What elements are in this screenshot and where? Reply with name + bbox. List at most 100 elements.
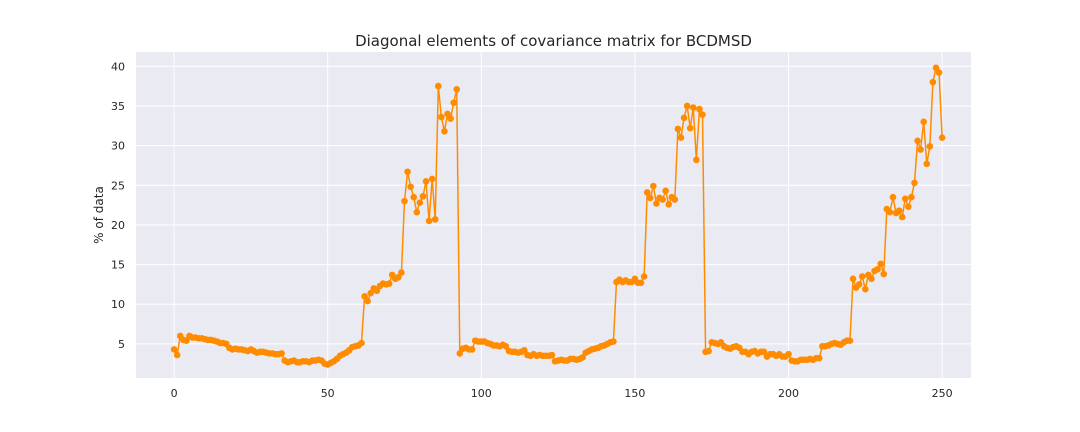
y-axis-label: % of data — [92, 186, 106, 244]
data-point — [889, 193, 897, 201]
data-point — [908, 193, 915, 201]
y-tick-label: 10 — [111, 298, 125, 311]
data-point — [938, 134, 946, 141]
data-point — [646, 194, 654, 202]
x-tick-label: 100 — [471, 387, 492, 400]
data-point — [364, 297, 371, 305]
data-point — [650, 182, 657, 190]
data-point — [905, 203, 912, 210]
data-point — [923, 160, 931, 168]
data-point — [815, 354, 823, 362]
data-point — [693, 156, 700, 164]
data-point — [920, 118, 927, 126]
data-point — [173, 351, 181, 359]
data-point — [367, 289, 375, 297]
data-point — [880, 270, 888, 278]
x-tick-label: 250 — [932, 387, 953, 400]
data-point — [435, 82, 442, 90]
chart-title: Diagonal elements of covariance matrix f… — [355, 32, 752, 50]
data-point — [548, 351, 556, 359]
data-point — [170, 346, 178, 353]
data-point — [935, 69, 943, 76]
x-axis: 0 50 100 150 200 250 — [171, 387, 953, 400]
y-tick-label: 25 — [111, 179, 125, 192]
data-point — [874, 266, 881, 273]
data-point — [395, 273, 402, 281]
data-point — [929, 78, 937, 86]
data-point — [868, 275, 875, 283]
data-point — [653, 200, 660, 207]
y-tick-label: 40 — [111, 60, 125, 73]
data-point — [898, 213, 906, 221]
data-point — [579, 354, 586, 361]
data-point — [468, 346, 476, 353]
data-point — [858, 273, 866, 280]
y-tick-label: 35 — [111, 100, 125, 113]
x-tick-label: 50 — [321, 387, 335, 400]
data-point — [932, 64, 940, 72]
data-point — [637, 279, 645, 287]
data-point — [696, 105, 703, 113]
data-point — [373, 287, 381, 295]
data-point — [361, 293, 368, 300]
data-point — [441, 128, 448, 135]
data-point — [456, 350, 464, 357]
data-point — [425, 217, 433, 225]
y-tick-label: 15 — [111, 259, 125, 272]
data-point — [404, 168, 411, 176]
data-point — [926, 143, 934, 150]
data-point — [444, 110, 451, 118]
data-point — [662, 187, 669, 195]
data-point — [659, 196, 666, 203]
data-point — [643, 189, 651, 196]
data-point — [521, 346, 528, 354]
y-tick-label: 20 — [111, 219, 125, 232]
data-point — [502, 342, 510, 350]
data-point — [705, 347, 712, 355]
plot-area — [136, 52, 971, 378]
data-point — [398, 269, 405, 276]
data-point — [640, 273, 648, 280]
data-point — [416, 199, 424, 207]
data-point — [760, 348, 768, 356]
data-point — [358, 339, 365, 347]
data-point — [911, 179, 918, 187]
data-point — [450, 99, 457, 107]
data-point — [278, 350, 285, 357]
x-tick-label: 200 — [778, 387, 799, 400]
x-tick-label: 0 — [171, 387, 178, 400]
data-point — [877, 260, 884, 268]
data-point — [610, 338, 617, 345]
data-point — [901, 195, 909, 203]
data-point — [385, 280, 393, 287]
series-points — [170, 64, 946, 368]
data-point — [855, 281, 863, 288]
data-point — [689, 104, 697, 111]
data-point — [431, 216, 439, 223]
data-point — [917, 146, 924, 153]
data-point — [401, 197, 408, 205]
data-point — [413, 208, 421, 216]
y-tick-label: 5 — [118, 338, 125, 351]
data-point — [680, 114, 688, 122]
data-point — [671, 196, 679, 203]
data-point — [183, 337, 190, 345]
data-point — [846, 337, 854, 345]
data-point — [683, 102, 691, 110]
data-point — [914, 137, 921, 145]
data-point — [438, 113, 445, 121]
data-point — [419, 193, 427, 200]
data-point — [453, 85, 461, 93]
data-point — [785, 350, 792, 358]
y-axis: 5 10 15 20 25 30 35 40 — [111, 60, 125, 351]
data-point — [428, 175, 436, 183]
data-point — [895, 207, 903, 214]
data-point — [665, 200, 672, 208]
gridlines — [136, 52, 971, 378]
data-point — [862, 285, 869, 293]
y-tick-label: 30 — [111, 140, 125, 153]
data-point — [686, 124, 694, 132]
data-point — [407, 183, 414, 191]
data-point — [674, 125, 682, 133]
